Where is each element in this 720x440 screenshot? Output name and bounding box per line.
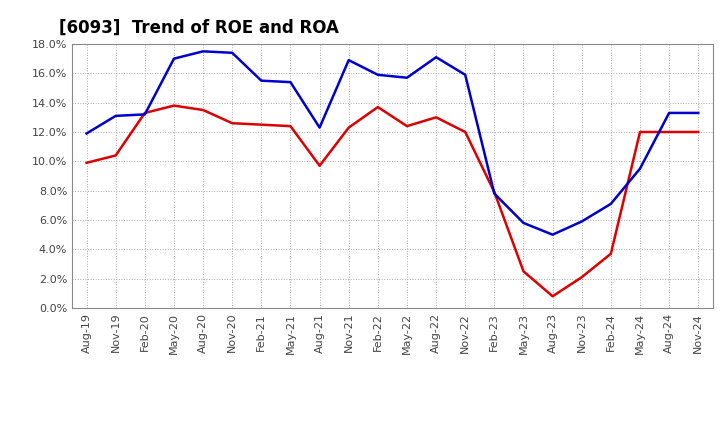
ROE [490, 190, 499, 195]
Line: ROE: ROE [86, 106, 698, 296]
ROE [461, 129, 469, 135]
ROE [519, 269, 528, 274]
ROA [315, 125, 324, 130]
ROE [286, 124, 294, 129]
ROA [199, 49, 207, 54]
ROA [519, 220, 528, 226]
ROE [344, 125, 353, 130]
ROE [694, 129, 703, 135]
ROE [374, 104, 382, 110]
ROA [228, 50, 236, 55]
ROA [344, 58, 353, 63]
ROE [140, 110, 149, 116]
ROE [315, 163, 324, 169]
ROA [82, 131, 91, 136]
ROA [257, 78, 266, 83]
ROA [170, 56, 179, 61]
ROA [636, 166, 644, 171]
ROA [112, 113, 120, 118]
ROA [694, 110, 703, 116]
ROA [490, 191, 499, 196]
ROA [432, 55, 441, 60]
ROE [82, 160, 91, 165]
ROA [286, 80, 294, 85]
ROA [402, 75, 411, 81]
ROA [548, 232, 557, 237]
ROE [170, 103, 179, 108]
ROA [374, 72, 382, 77]
ROE [636, 129, 644, 135]
ROA [665, 110, 673, 116]
ROE [257, 122, 266, 127]
ROE [548, 293, 557, 299]
ROE [606, 251, 615, 257]
ROE [402, 124, 411, 129]
ROA [606, 201, 615, 206]
Text: [6093]  Trend of ROE and ROA: [6093] Trend of ROE and ROA [59, 19, 339, 37]
ROE [228, 121, 236, 126]
ROE [432, 115, 441, 120]
ROA [461, 72, 469, 77]
ROE [199, 107, 207, 113]
ROE [112, 153, 120, 158]
ROE [665, 129, 673, 135]
ROE [577, 275, 586, 280]
Line: ROA: ROA [86, 51, 698, 235]
ROA [140, 112, 149, 117]
ROA [577, 219, 586, 224]
